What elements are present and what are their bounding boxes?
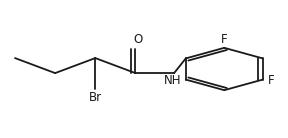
Text: F: F <box>268 74 274 87</box>
Text: O: O <box>133 33 142 47</box>
Text: Br: Br <box>89 91 102 104</box>
Text: NH: NH <box>164 74 181 87</box>
Text: F: F <box>221 33 228 46</box>
